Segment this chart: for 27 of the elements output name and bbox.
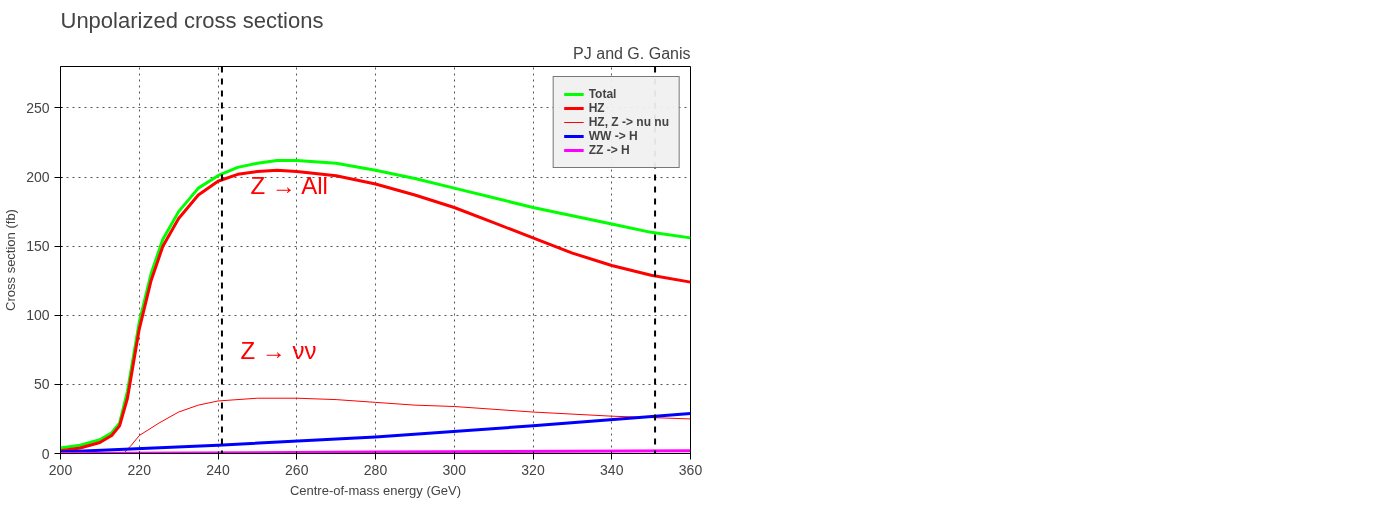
x-tick-label: 300: [442, 461, 467, 478]
legend-label: Total: [588, 87, 617, 101]
x-tick-label: 220: [127, 461, 152, 478]
y-tick-label: 250: [26, 99, 50, 116]
y-tick-label: 0: [41, 445, 50, 462]
x-tick-label: 340: [600, 461, 624, 478]
legend-label: HZ, Z -> nu nu: [588, 115, 669, 129]
chart-title: Unpolarized cross sections: [60, 7, 324, 33]
y-tick-label: 150: [26, 238, 50, 255]
legend-label: ZZ -> H: [588, 143, 630, 157]
x-tick-label: 200: [48, 461, 73, 478]
x-tick-label: 360: [678, 461, 703, 478]
text: PJ and G. Ganis: [573, 44, 691, 62]
legend-label: HZ: [588, 101, 606, 115]
annotation: Z → νν: [240, 336, 317, 364]
annotation: Z → All: [250, 171, 328, 199]
y-tick-label: 50: [33, 376, 50, 393]
y-tick-label: 100: [26, 307, 50, 324]
x-tick-label: 260: [285, 461, 309, 478]
x-tick-label: 280: [363, 461, 388, 478]
line-series: [123, 397, 691, 454]
legend-label: WW -> H: [588, 129, 638, 143]
y-tick-label: 200: [26, 169, 50, 186]
x-axis-title: Centre-of-mass energy (GeV): [289, 482, 462, 498]
y-axis-title: Cross section (fb): [3, 209, 19, 311]
x-tick-label: 240: [206, 461, 230, 478]
x-tick-label: 320: [521, 461, 545, 478]
